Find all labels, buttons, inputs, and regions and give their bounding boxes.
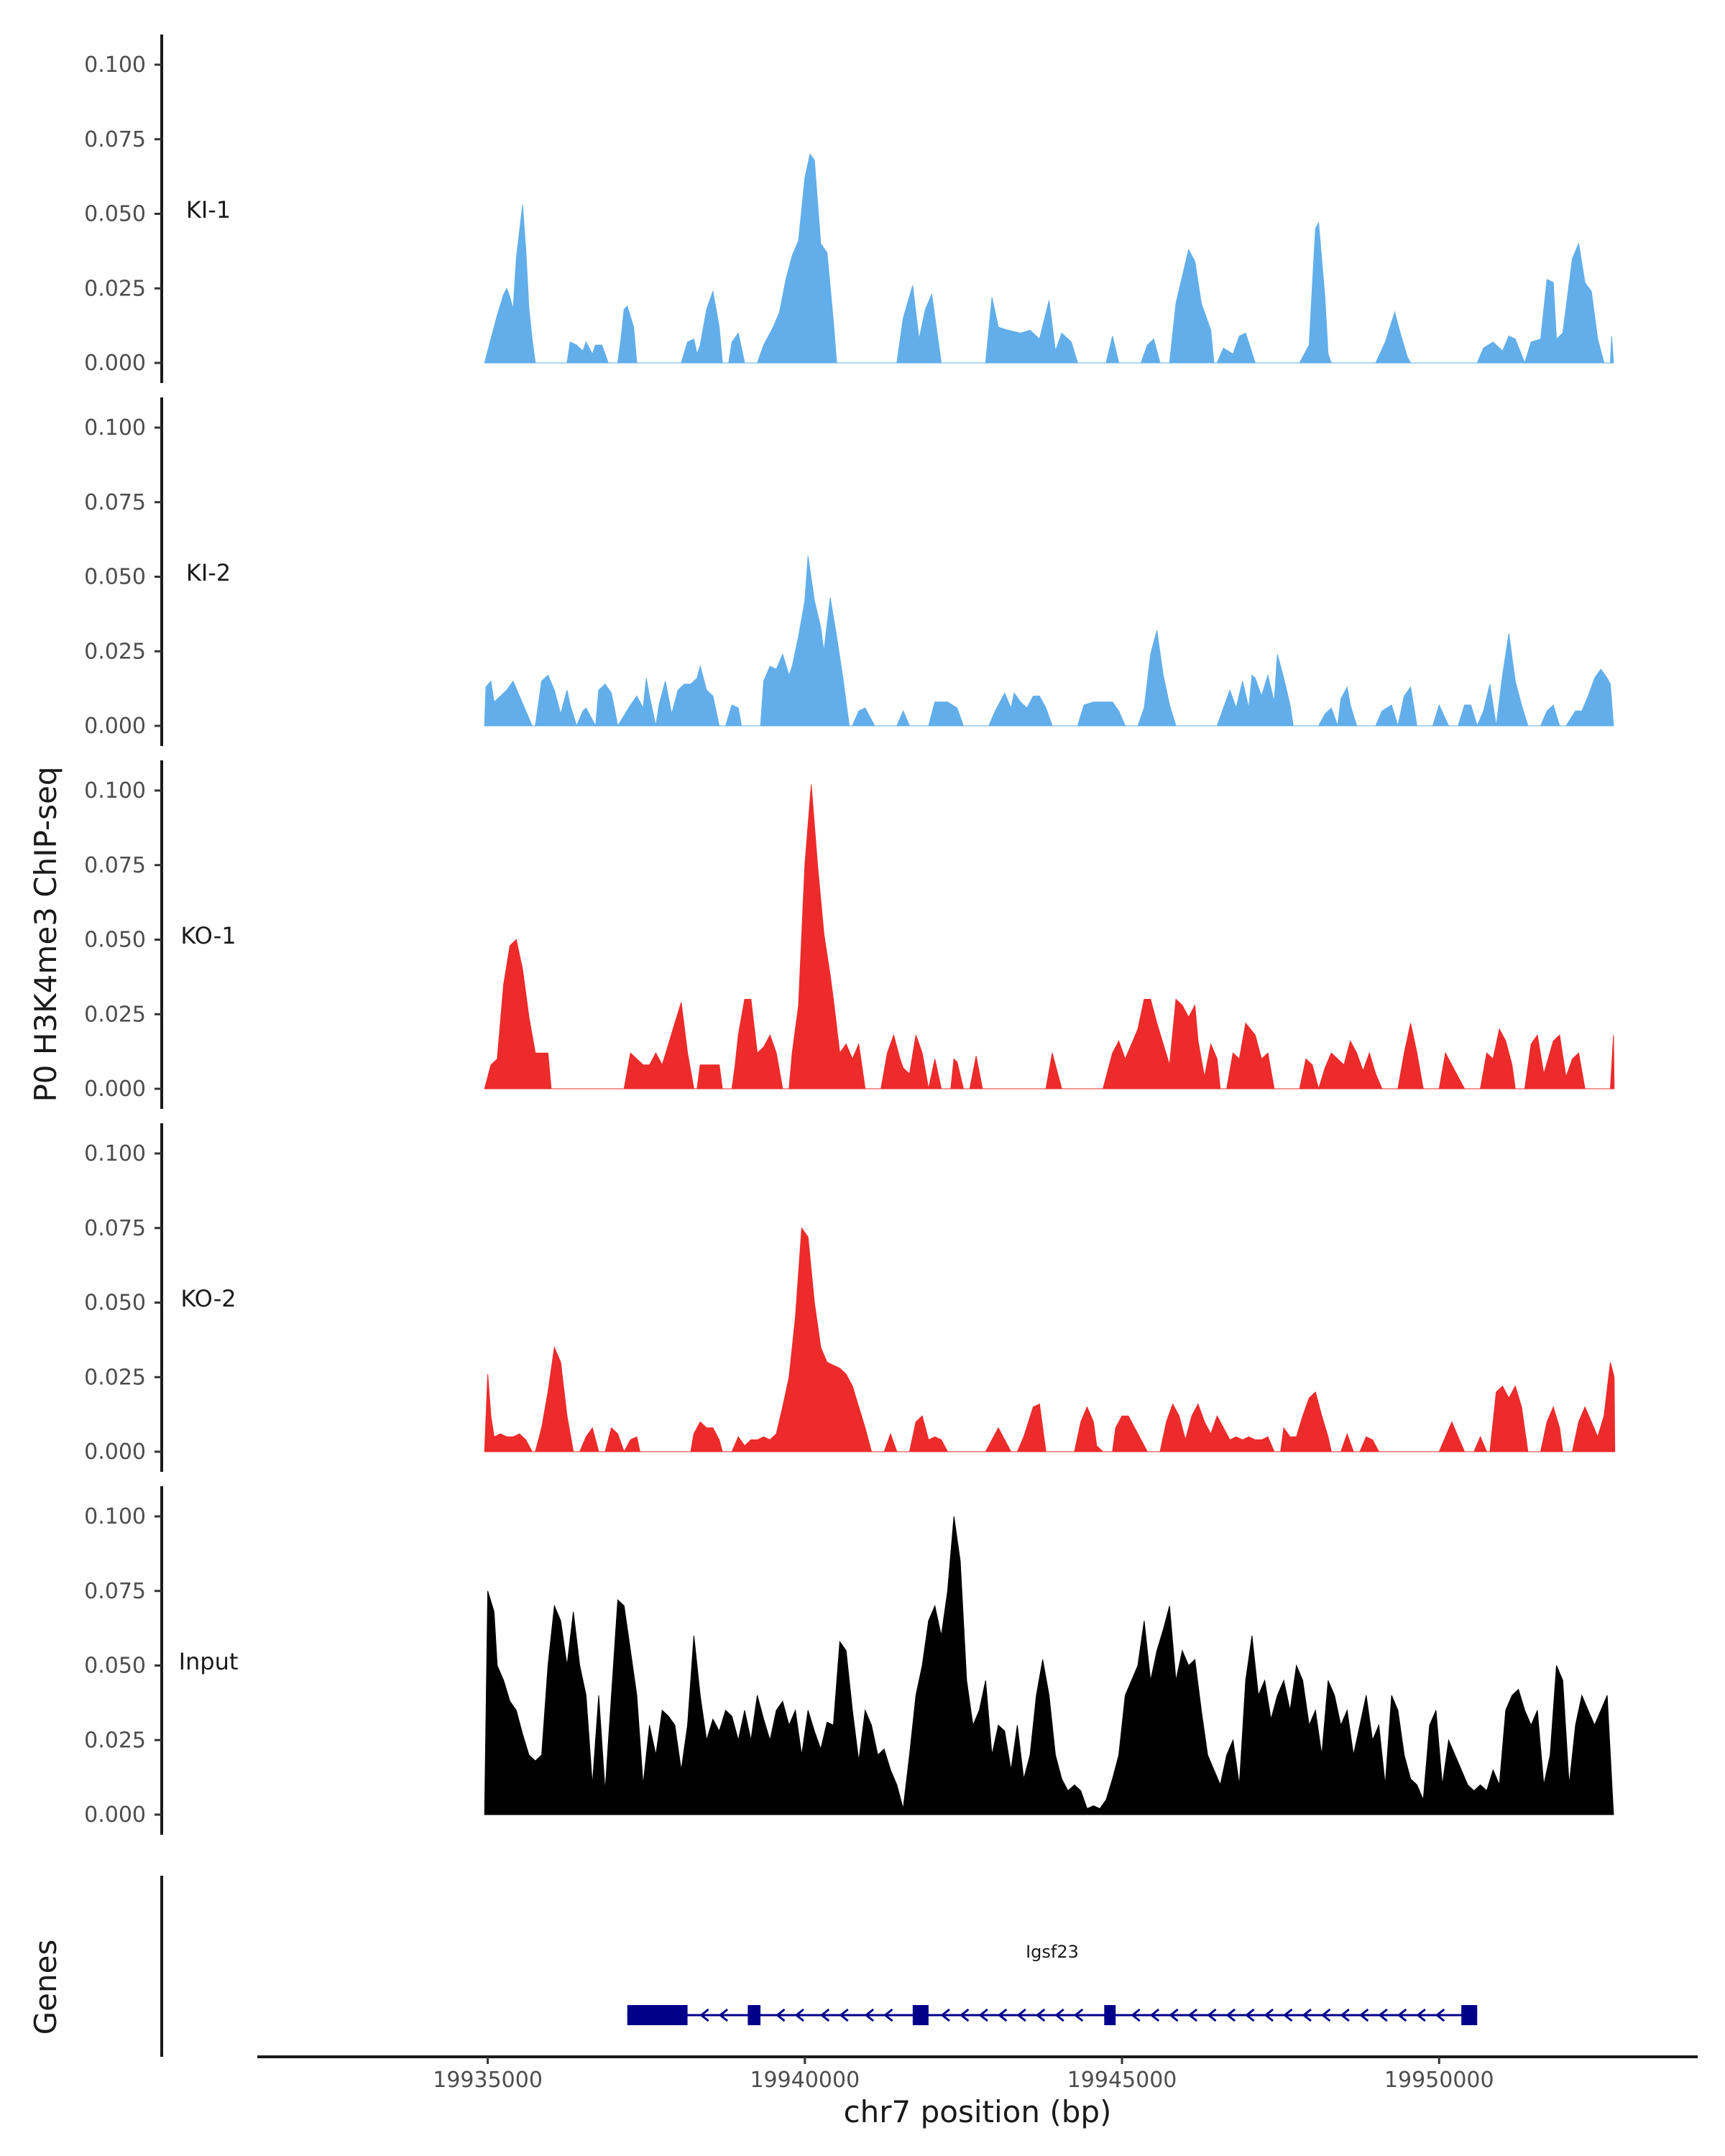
gene-exon: [912, 2005, 929, 2025]
track-label: Input: [179, 1648, 239, 1675]
y-axis-title: P0 H3K4me3 ChIP-seq: [28, 766, 63, 1102]
y-tick-label: 0.075: [84, 1216, 146, 1241]
x-tick-label: 19940000: [750, 2068, 860, 2093]
strand-arrow: [1321, 2008, 1331, 2022]
strand-arrow: [1207, 2008, 1217, 2022]
track-panel-input: 0.000 0.025 0.050 0.075 0.100 Input: [84, 1486, 1614, 1835]
strand-arrow: [997, 2008, 1008, 2022]
y-tick-label: 0.100: [84, 778, 146, 803]
strand-arrow: [1378, 2008, 1388, 2022]
track-panel-ki-2: 0.000 0.025 0.050 0.075 0.100 KI-2: [84, 397, 1614, 746]
strand-arrow: [1225, 2008, 1236, 2022]
genes-track-title: Genes: [28, 1940, 63, 2035]
x-tick-label: 19935000: [433, 2068, 543, 2093]
strand-arrow: [1073, 2008, 1084, 2022]
strand-arrow: [1340, 2008, 1350, 2022]
x-axis-title: chr7 position (bp): [844, 2094, 1112, 2129]
strand-arrow: [1302, 2008, 1312, 2022]
strand-arrow: [718, 2008, 729, 2022]
y-tick-label: 0.100: [84, 415, 146, 441]
y-tick-label: 0.000: [84, 714, 146, 739]
gene-exon: [1104, 2005, 1116, 2025]
strand-arrow: [1131, 2008, 1141, 2022]
strand-arrow: [1397, 2008, 1407, 2022]
gene-exon: [748, 2005, 761, 2025]
y-tick-label: 0.025: [84, 639, 146, 664]
strand-arrow: [839, 2008, 849, 2022]
gene-exon: [1461, 2005, 1478, 2025]
signal-area-input: [484, 1516, 1614, 1815]
genes-panel: Igsf23: [160, 1876, 1478, 2057]
strand-arrow: [864, 2008, 875, 2022]
strand-arrow: [1416, 2008, 1426, 2022]
track-panel-ko-1: 0.000 0.025 0.050 0.075 0.100 KO-1: [84, 760, 1615, 1109]
y-tick-label: 0.075: [84, 490, 146, 515]
y-tick-label: 0.000: [84, 351, 146, 376]
y-tick-label: 0.025: [84, 276, 146, 301]
y-tick-label: 0.000: [84, 1802, 146, 1828]
y-tick-label: 0.075: [84, 853, 146, 878]
strand-arrow: [1169, 2008, 1179, 2022]
gene-exon: [627, 2005, 688, 2025]
track-panel-ko-2: 0.000 0.025 0.050 0.075 0.100 KO-2: [84, 1123, 1616, 1472]
strand-arrow: [776, 2008, 786, 2022]
track-label: KI-1: [186, 196, 231, 224]
signal-panels: 0.0000.0250.0500.0750.100KI-10.0000.0250…: [84, 34, 1616, 1835]
strand-arrow: [794, 2008, 804, 2022]
y-tick-label: 0.075: [84, 127, 146, 152]
strand-arrow: [1035, 2008, 1046, 2022]
strand-arrow: [699, 2008, 709, 2022]
strand-arrow: [1149, 2008, 1160, 2022]
strand-arrow: [1245, 2008, 1255, 2022]
y-tick-label: 0.050: [84, 1654, 146, 1679]
strand-arrow: [1358, 2008, 1369, 2022]
y-tick-label: 0.075: [84, 1579, 146, 1604]
strand-arrow: [883, 2008, 893, 2022]
track-label: KO-1: [180, 922, 236, 949]
y-tick-label: 0.100: [84, 52, 146, 78]
track-label: KI-2: [186, 559, 231, 586]
y-tick-label: 0.025: [84, 1365, 146, 1390]
strand-arrow: [1264, 2008, 1274, 2022]
y-tick-label: 0.025: [84, 1002, 146, 1027]
strand-arrow: [1054, 2008, 1064, 2022]
y-tick-label: 0.050: [84, 202, 146, 227]
y-tick-label: 0.000: [84, 1077, 146, 1102]
x-tick-label: 19945000: [1067, 2068, 1177, 2093]
signal-area-ki-1: [484, 153, 1614, 364]
track-panel-ki-1: 0.000 0.025 0.050 0.075 0.100 KI-1: [84, 34, 1614, 383]
signal-area-ko-1: [484, 784, 1615, 1090]
strand-arrow: [1187, 2008, 1198, 2022]
strand-arrow: [940, 2008, 950, 2022]
strand-arrow: [819, 2008, 830, 2022]
strand-arrow: [960, 2008, 970, 2022]
y-tick-label: 0.050: [84, 1291, 146, 1316]
strand-arrow: [1283, 2008, 1293, 2022]
track-label: KO-2: [180, 1285, 236, 1312]
strand-arrow: [1016, 2008, 1026, 2022]
y-tick-label: 0.000: [84, 1439, 146, 1465]
x-axis: 19935000 19940000 19945000 19950000: [257, 2055, 1698, 2093]
y-tick-label: 0.050: [84, 928, 146, 953]
x-tick-label: 19950000: [1384, 2068, 1494, 2093]
strand-arrow: [978, 2008, 988, 2022]
y-tick-label: 0.050: [84, 565, 146, 590]
y-tick-label: 0.100: [84, 1141, 146, 1166]
strand-arrow: [1435, 2008, 1445, 2022]
y-tick-label: 0.025: [84, 1728, 146, 1753]
signal-area-ko-2: [484, 1227, 1616, 1453]
y-tick-label: 0.100: [84, 1504, 146, 1529]
gene-name-label: Igsf23: [1026, 1942, 1079, 1962]
signal-area-ki-2: [484, 556, 1614, 727]
